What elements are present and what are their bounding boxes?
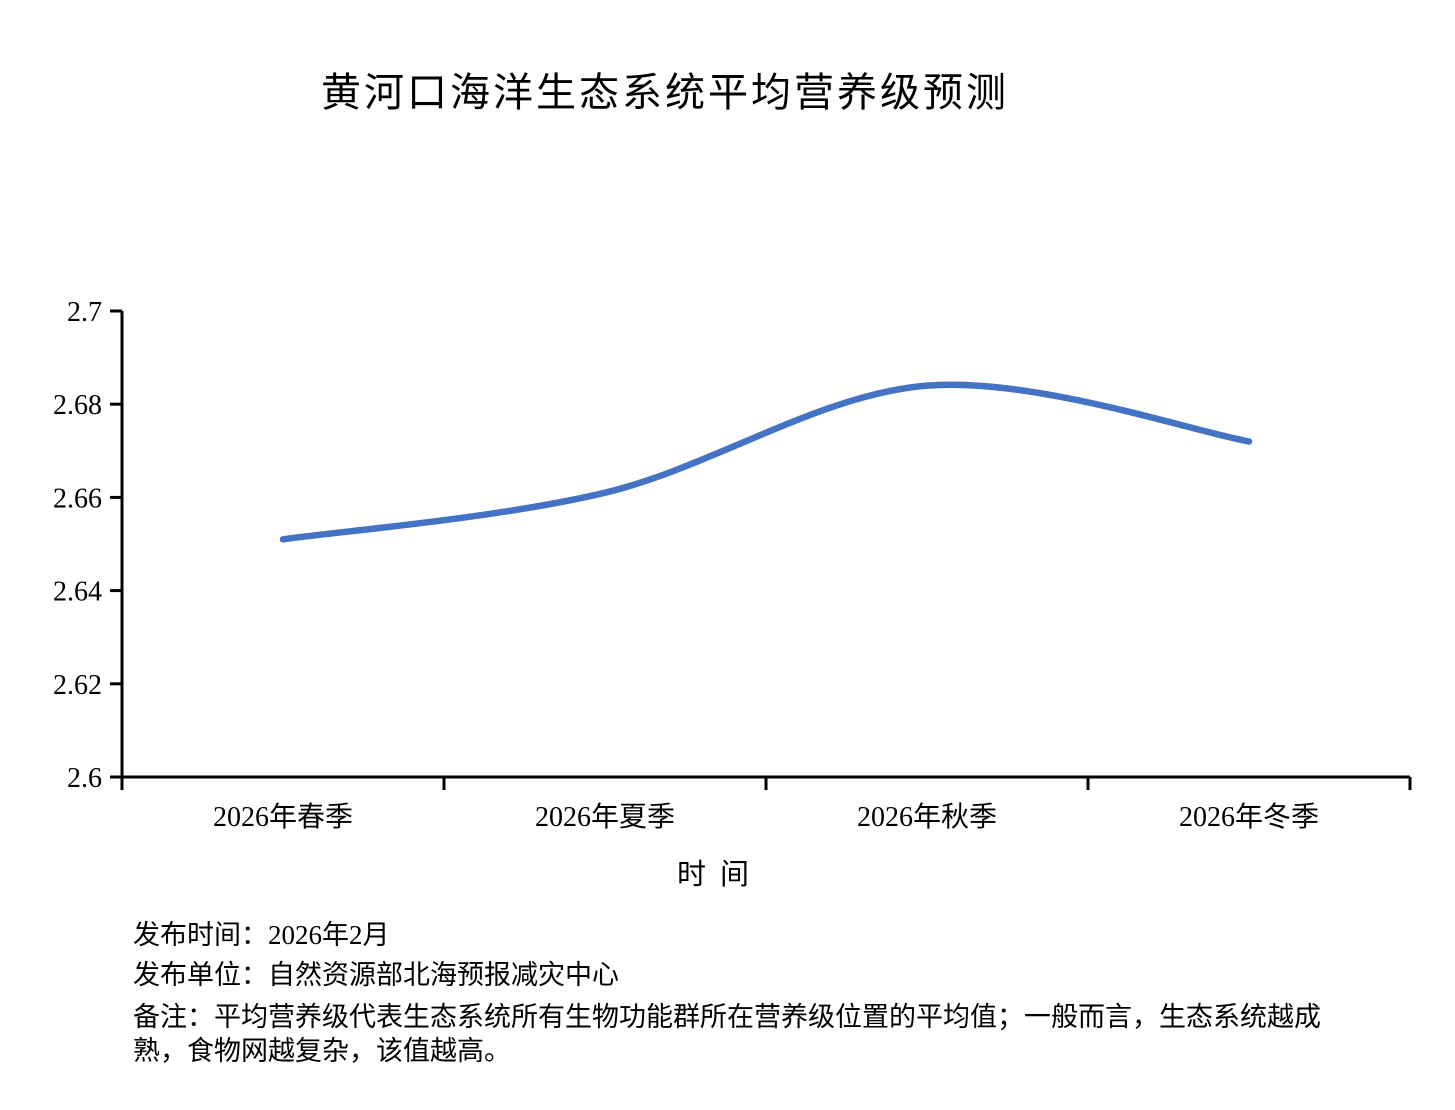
publish-unit: 发布单位：自然资源部北海预报减灾中心 [133, 960, 619, 990]
x-tick-label: 2026年春季 [213, 801, 353, 833]
y-tick-label: 2.68 [53, 390, 102, 421]
chart-title: 黄河口海洋生态系统平均营养级预测 [321, 70, 1009, 115]
publish-time: 发布时间：2026年2月 [133, 920, 390, 950]
y-tick-label: 2.6 [67, 763, 102, 794]
x-tick-label: 2026年夏季 [535, 801, 675, 833]
axes [120, 311, 1410, 779]
x-axis-title: 时间 [677, 858, 763, 891]
data-line-series [279, 381, 1253, 543]
y-tick-label: 2.7 [67, 297, 102, 328]
x-tick-label: 2026年冬季 [1179, 801, 1319, 833]
chart-note-line1: 备注：平均营养级代表生态系统所有生物功能群所在营养级位置的平均值；一般而言，生态… [133, 1002, 1321, 1032]
chart-note: 备注：平均营养级代表生态系统所有生物功能群所在营养级位置的平均值；一般而言，生态… [133, 1000, 1455, 1068]
chart-note-line2: 熟，食物网越复杂，该值越高。 [133, 1036, 511, 1066]
y-tick-label: 2.66 [53, 483, 102, 514]
y-tick-label: 2.62 [53, 670, 102, 701]
y-tick-label: 2.64 [53, 577, 102, 608]
x-tick-label: 2026年秋季 [857, 801, 997, 833]
